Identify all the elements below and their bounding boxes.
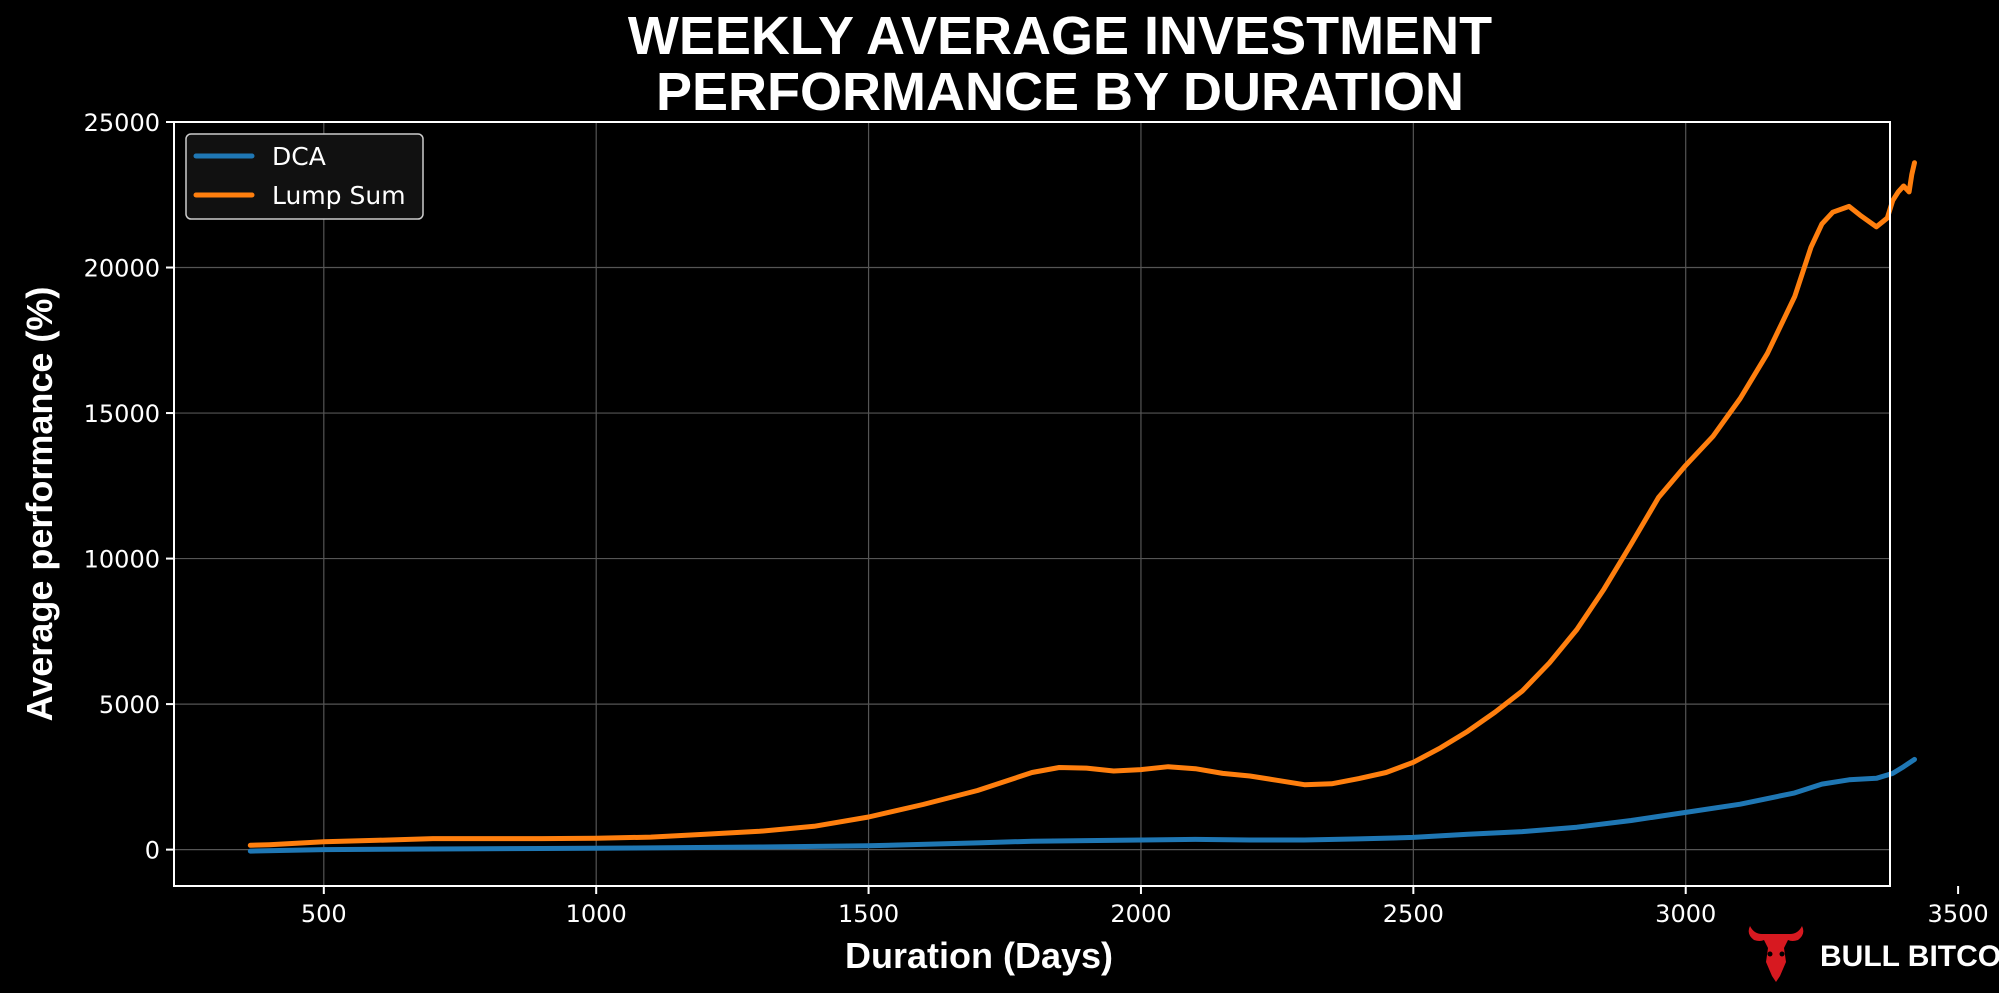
chart-title-line-1: WEEKLY AVERAGE INVESTMENT [628, 6, 1492, 66]
series-line-lump-sum [247, 160, 1917, 848]
y-tick-label: 15000 [84, 400, 160, 428]
chart-title-line-2: PERFORMANCE BY DURATION [656, 62, 1464, 122]
series-lines [247, 160, 1917, 854]
x-tick-label: 3000 [1655, 900, 1716, 928]
brand-name: BULL BITCOIN [1820, 940, 1999, 973]
series-line-dca [247, 756, 1917, 854]
brand-logo: BULL BITCOIN [1748, 926, 1999, 982]
y-tick-label: 25000 [84, 109, 160, 137]
x-axis-ticks: 500 1000 1500 2000 2500 3000 3500 [301, 886, 1989, 928]
x-tick-label: 1000 [566, 900, 627, 928]
legend-label-dca: DCA [272, 142, 326, 171]
y-axis-label: Average performance (%) [19, 287, 60, 722]
legend-label-lump-sum: Lump Sum [272, 181, 406, 210]
y-tick-label: 5000 [99, 691, 160, 719]
x-tick-label: 500 [301, 900, 347, 928]
x-tick-label: 1500 [838, 900, 899, 928]
bull-head-icon [1748, 926, 1804, 982]
y-tick-label: 20000 [84, 255, 160, 283]
y-axis-ticks: 0 5000 10000 15000 20000 25000 [84, 109, 174, 865]
legend: DCA Lump Sum [185, 133, 424, 220]
plot-frame [173, 121, 1891, 887]
x-axis-label: Duration (Days) [845, 935, 1113, 976]
x-tick-label: 2000 [1110, 900, 1171, 928]
x-tick-label: 2500 [1383, 900, 1444, 928]
y-tick-label: 0 [145, 837, 160, 865]
grid [174, 122, 1890, 886]
x-tick-label: 3500 [1928, 900, 1989, 928]
y-tick-label: 10000 [84, 546, 160, 574]
